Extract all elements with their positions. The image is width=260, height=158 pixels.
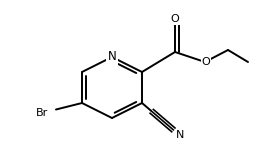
Text: O: O <box>171 14 179 24</box>
Text: O: O <box>202 57 210 67</box>
Text: Br: Br <box>36 108 48 118</box>
Text: N: N <box>108 51 116 64</box>
Text: N: N <box>176 130 184 140</box>
